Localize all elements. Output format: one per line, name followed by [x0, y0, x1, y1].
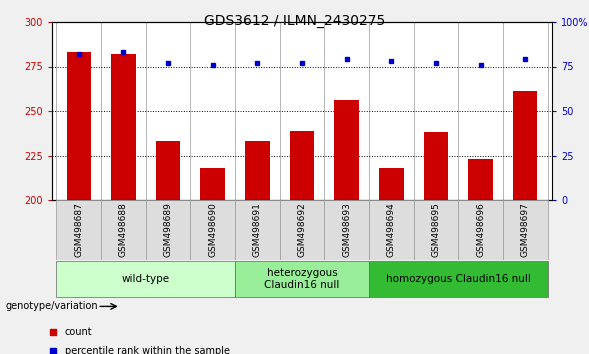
Bar [67, 52, 91, 200]
Bar [369, 261, 548, 297]
Bar [101, 200, 145, 260]
Bar [379, 168, 403, 200]
Text: homozygous Claudin16 null: homozygous Claudin16 null [386, 274, 531, 284]
Bar [145, 200, 190, 260]
Bar [503, 200, 548, 260]
Bar [369, 200, 413, 260]
Text: GSM498697: GSM498697 [521, 202, 530, 257]
Bar [468, 159, 493, 200]
Bar [190, 200, 235, 260]
Bar [200, 168, 225, 200]
Text: GDS3612 / ILMN_2430275: GDS3612 / ILMN_2430275 [204, 14, 385, 28]
Bar [235, 261, 369, 297]
Bar [325, 200, 369, 260]
Bar [111, 54, 135, 200]
Text: GSM498691: GSM498691 [253, 202, 262, 257]
Text: genotype/variation: genotype/variation [6, 301, 98, 312]
Bar [156, 141, 180, 200]
Bar [513, 91, 538, 200]
Text: GSM498689: GSM498689 [164, 202, 173, 257]
Bar [290, 131, 315, 200]
Text: GSM498688: GSM498688 [119, 202, 128, 257]
Bar [423, 132, 448, 200]
Text: GSM498692: GSM498692 [297, 202, 306, 257]
Bar [245, 141, 270, 200]
Text: GSM498696: GSM498696 [476, 202, 485, 257]
Text: count: count [65, 327, 92, 337]
Text: GSM498694: GSM498694 [387, 202, 396, 257]
Text: GSM498695: GSM498695 [431, 202, 441, 257]
Bar [235, 200, 280, 260]
Bar [458, 200, 503, 260]
Bar [57, 200, 101, 260]
Bar [335, 100, 359, 200]
Text: wild-type: wild-type [122, 274, 170, 284]
Bar [413, 200, 458, 260]
Text: percentile rank within the sample: percentile rank within the sample [65, 346, 230, 354]
Text: GSM498690: GSM498690 [209, 202, 217, 257]
Text: GSM498693: GSM498693 [342, 202, 351, 257]
Bar [57, 261, 235, 297]
Text: heterozygous
Claudin16 null: heterozygous Claudin16 null [264, 268, 340, 290]
Text: GSM498687: GSM498687 [74, 202, 83, 257]
Bar [280, 200, 325, 260]
